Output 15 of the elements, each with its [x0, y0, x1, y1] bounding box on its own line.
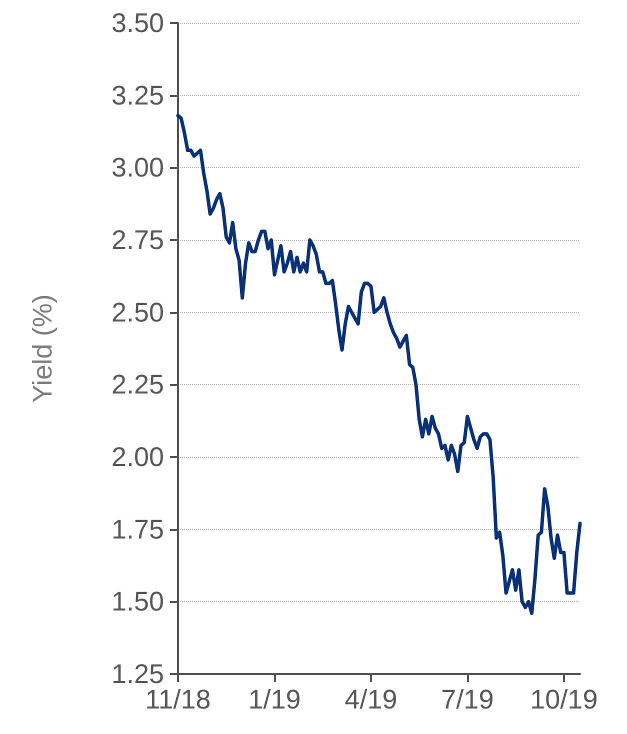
y-tick-label: 2.00: [111, 442, 164, 472]
y-tick-label: 3.50: [111, 8, 164, 38]
x-tick-label: 1/19: [248, 684, 301, 714]
y-tick-label: 2.50: [111, 297, 164, 328]
y-tick-label: 1.75: [111, 514, 164, 544]
y-tick-label: 2.75: [111, 225, 164, 255]
y-tick-label: 2.25: [111, 370, 164, 400]
x-tick-label: 10/19: [530, 684, 598, 714]
y-tick-label: 1.50: [111, 586, 164, 617]
x-tick-label: 4/19: [344, 684, 398, 714]
x-tick-label: 7/19: [441, 684, 494, 714]
y-tick-label: 3.25: [111, 80, 164, 110]
line-series: [176, 114, 582, 615]
y-tick-label: 3.00: [111, 152, 164, 183]
y-axis-title: Yield (%): [28, 294, 58, 403]
